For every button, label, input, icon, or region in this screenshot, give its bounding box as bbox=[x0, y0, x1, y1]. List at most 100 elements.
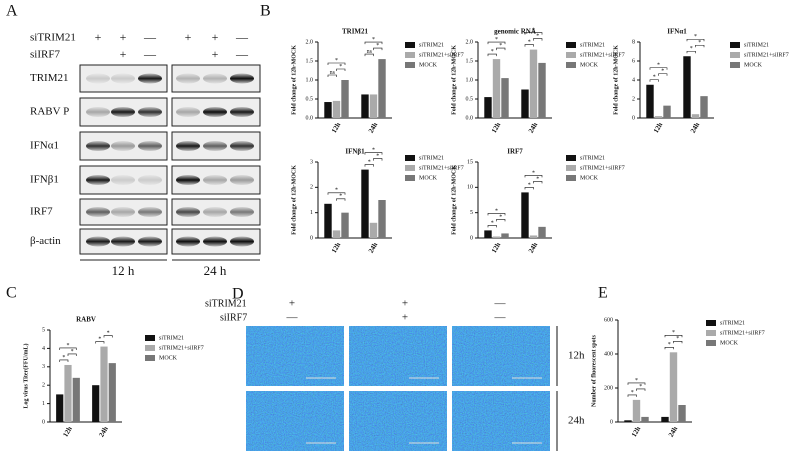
significance-bracket bbox=[327, 74, 337, 77]
legend-label: siTRIM21 bbox=[580, 42, 605, 48]
condition-mark: + bbox=[95, 30, 102, 44]
band bbox=[86, 236, 110, 247]
row-label: IFNα1 bbox=[30, 140, 59, 152]
legend-swatch bbox=[730, 52, 740, 58]
significance-label: * bbox=[694, 34, 697, 40]
y-tick-label: 6 bbox=[632, 58, 635, 64]
significance-bracket bbox=[487, 41, 506, 45]
y-tick-label: 5 bbox=[42, 327, 45, 333]
legend-swatch bbox=[730, 62, 740, 68]
y-tick-label: 1 bbox=[42, 401, 45, 407]
condition-mark: — bbox=[286, 312, 299, 324]
y-tick-label: 400 bbox=[604, 351, 613, 357]
significance-bracket bbox=[327, 62, 346, 65]
bar bbox=[501, 233, 509, 238]
significance-label: * bbox=[335, 58, 338, 64]
panel-label: A bbox=[6, 3, 18, 20]
y-tick-label: 0.0 bbox=[306, 115, 314, 121]
bar bbox=[646, 84, 654, 118]
band bbox=[203, 141, 227, 151]
bar bbox=[341, 212, 349, 238]
significance-label: * bbox=[536, 33, 539, 39]
bar bbox=[324, 203, 332, 238]
bar bbox=[369, 222, 378, 238]
significance-label: * bbox=[491, 220, 494, 226]
y-tick-label: 2 bbox=[42, 383, 45, 389]
significance-bracket bbox=[373, 47, 383, 51]
bar bbox=[691, 114, 700, 118]
condition-label: siTRIM21 bbox=[205, 298, 247, 309]
chart-title: genomic RNA bbox=[494, 28, 536, 36]
legend-swatch bbox=[405, 165, 415, 171]
y-tick-label: 4 bbox=[632, 77, 635, 83]
legend-label: MOCK bbox=[580, 175, 599, 181]
significance-label: ns bbox=[330, 70, 336, 76]
legend-label: siTRIM21 bbox=[159, 335, 184, 341]
significance-label: * bbox=[107, 330, 110, 336]
legend-label: siTRIM21+siIRF7 bbox=[580, 52, 625, 58]
legend-label: MOCK bbox=[720, 340, 739, 346]
y-tick-label: 0 bbox=[42, 419, 45, 425]
significance-bracket bbox=[524, 32, 543, 35]
significance-label: * bbox=[339, 64, 342, 70]
micrograph-texture bbox=[246, 326, 344, 386]
legend-swatch bbox=[706, 330, 716, 336]
legend-swatch bbox=[405, 175, 415, 181]
significance-bracket bbox=[59, 359, 69, 362]
condition-mark: — bbox=[143, 47, 157, 61]
legend-label: MOCK bbox=[419, 175, 438, 181]
significance-bracket bbox=[373, 158, 383, 161]
y-tick-label: 0 bbox=[470, 235, 473, 241]
y-tick-label: 5 bbox=[470, 210, 473, 216]
significance-bracket bbox=[673, 341, 683, 344]
y-tick-label: 200 bbox=[604, 385, 613, 391]
band bbox=[230, 236, 254, 247]
legend-label: siTRIM21 bbox=[720, 320, 745, 326]
legend-label: siTRIM21+siIRF7 bbox=[720, 330, 765, 336]
y-tick-label: 0 bbox=[632, 115, 635, 121]
condition-mark: — bbox=[494, 298, 507, 310]
y-tick-label: 0 bbox=[310, 235, 313, 241]
x-tick-label: 24h bbox=[367, 121, 379, 135]
significance-bracket bbox=[524, 175, 543, 178]
micrograph-texture bbox=[349, 326, 447, 386]
band bbox=[138, 207, 162, 217]
band bbox=[176, 207, 200, 217]
condition-label: siIRF7 bbox=[30, 49, 60, 61]
bar bbox=[369, 94, 378, 118]
bar bbox=[501, 78, 509, 118]
legend-label: MOCK bbox=[580, 62, 599, 68]
band bbox=[111, 141, 135, 151]
significance-label: * bbox=[532, 170, 535, 176]
legend-swatch bbox=[405, 52, 415, 58]
y-axis-label: Fold change of 12h-MOCK bbox=[613, 45, 619, 115]
significance-bracket bbox=[364, 152, 383, 155]
chart-title: RABV bbox=[76, 316, 96, 324]
y-tick-label: 0.0 bbox=[466, 115, 474, 121]
band bbox=[111, 73, 135, 84]
legend-label: siTRIM21 bbox=[744, 42, 769, 48]
significance-bracket bbox=[487, 53, 497, 57]
micrograph-texture bbox=[349, 391, 447, 451]
significance-label: * bbox=[668, 342, 671, 348]
x-tick-label: 12h bbox=[652, 121, 664, 135]
significance-label: * bbox=[528, 39, 531, 45]
micrograph-texture bbox=[246, 391, 344, 451]
significance-bracket bbox=[658, 73, 668, 76]
significance-label: * bbox=[639, 384, 642, 390]
y-tick-label: 2.0 bbox=[466, 39, 474, 45]
bar bbox=[700, 96, 708, 118]
significance-bracket bbox=[664, 335, 683, 338]
significance-label: * bbox=[499, 43, 502, 49]
bar bbox=[484, 230, 492, 238]
y-axis-label: Fold change of 12h-MOCK bbox=[291, 165, 297, 235]
significance-label: ns bbox=[367, 49, 373, 55]
timepoint: 24 h bbox=[204, 263, 227, 278]
significance-bracket bbox=[496, 47, 506, 51]
y-axis-label: Fold change of 12h-MOCK bbox=[451, 45, 457, 115]
y-tick-label: 1.5 bbox=[466, 58, 474, 64]
bar bbox=[632, 399, 641, 422]
y-tick-label: 1.0 bbox=[306, 77, 314, 83]
bar bbox=[683, 56, 691, 118]
